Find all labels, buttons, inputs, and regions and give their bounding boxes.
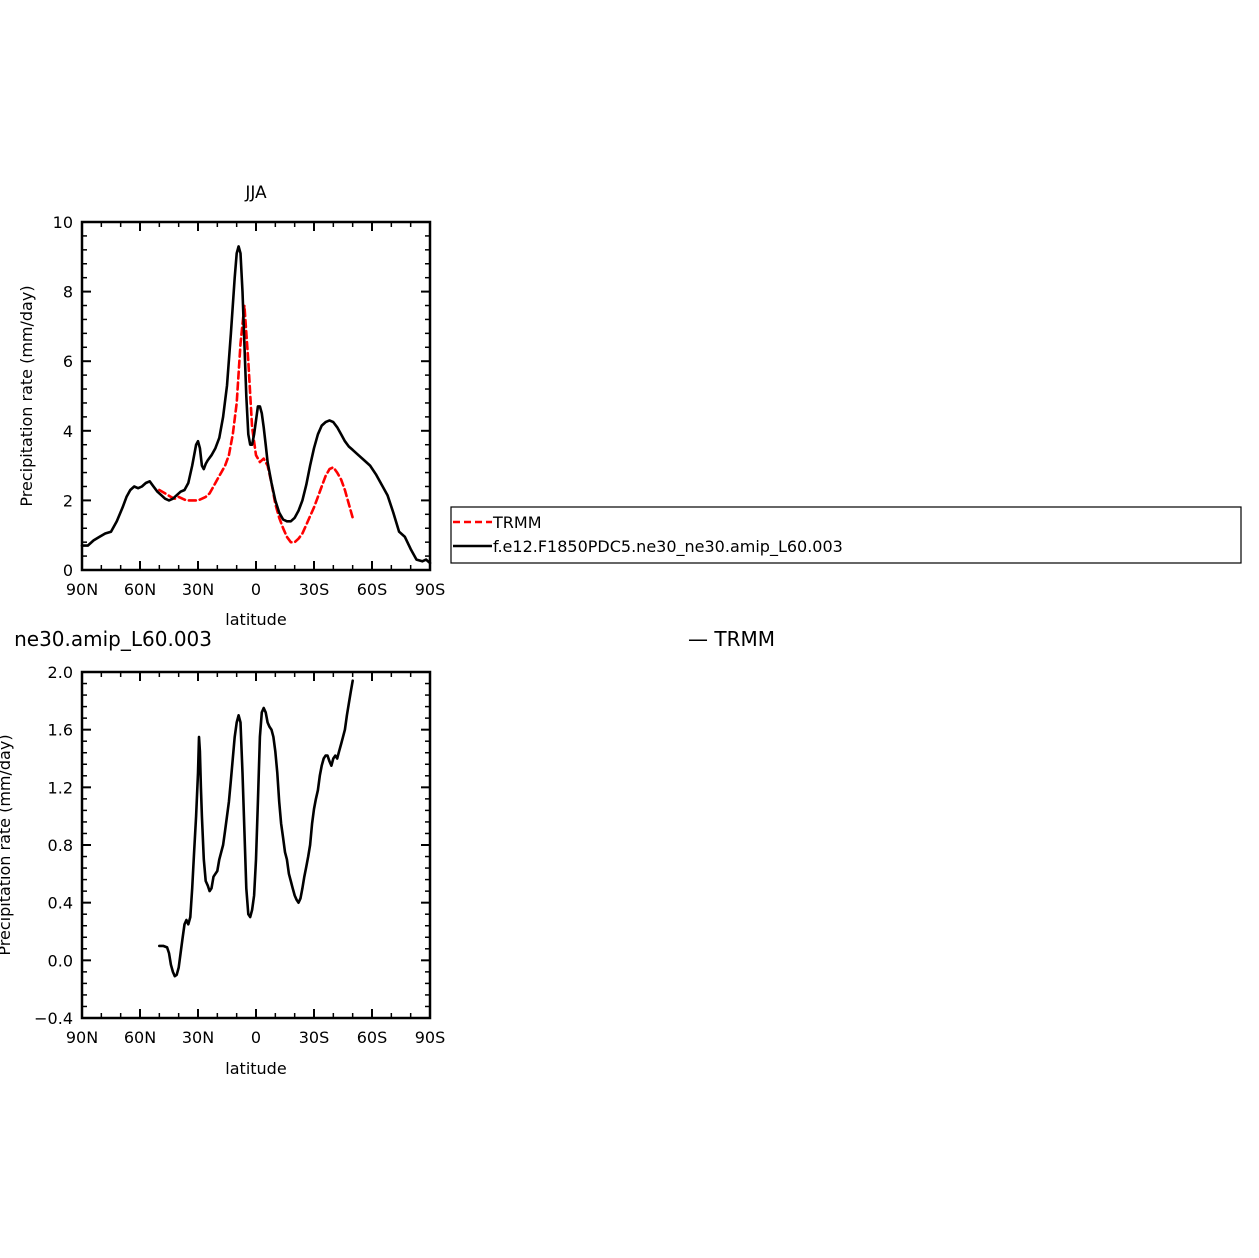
y-tick-label: 1.2 [48,778,73,797]
series-line-f-e12-f1850pdc5-ne30-ne30-amip-l60-003 [80,245,432,565]
chart-title: JJA [244,183,267,203]
x-tick-label: 60S [357,1028,388,1047]
y-tick-label: 10 [53,213,73,232]
x-axis-label: latitude [225,1059,286,1078]
plot-series [80,245,432,565]
y-tick-label: 0.4 [48,894,73,913]
legend-box [450,506,1242,564]
y-tick-label: 6 [63,352,73,371]
plot-frame [80,670,432,1020]
x-tick-label: 90N [66,1028,98,1047]
y-tick-label: 8 [63,283,73,302]
y-tick-label: 0.8 [48,836,73,855]
chart-panel-jja: JJA Precipitation rate (mm/day) latitude… [17,183,445,629]
legend-label-trmm: TRMM [492,513,542,532]
y-tick-label: 0.0 [48,951,73,970]
x-tick-label: 90S [415,580,446,599]
x-tick-label: 60N [124,1028,156,1047]
y-tick-label: 0 [63,561,73,580]
y-tick-label: 1.6 [48,721,73,740]
series-line-trmm [158,304,355,544]
chart-panel-difference: ne30.amip_L60.003 — TRMM Precipitation r… [0,627,775,1078]
plot-series [158,679,355,978]
y-tick-label: −0.4 [34,1009,73,1028]
y-tick-label: 2 [63,491,73,510]
x-tick-label: 90N [66,580,98,599]
y-tick-label: 2.0 [48,663,73,682]
x-axis-label: latitude [225,610,286,629]
chart-title-right: — TRMM [688,627,775,651]
y-tick-label: 4 [63,422,73,441]
x-tick-label: 30S [299,1028,330,1047]
y-axis-label: Precipitation rate (mm/day) [17,285,36,506]
plot-frame [80,220,432,572]
y-axis-label: Precipitation rate (mm/day) [0,734,14,955]
legend: TRMM f.e12.F1850PDC5.ne30_ne30.amip_L60.… [450,506,1242,564]
x-tick-label: 0 [251,1028,261,1047]
legend-label-model: f.e12.F1850PDC5.ne30_ne30.amip_L60.003 [493,537,843,557]
x-tick-label: 60S [357,580,388,599]
chart-title: ne30.amip_L60.003 [14,627,212,651]
series-line-p1-0 [158,679,355,978]
x-tick-label: 90S [415,1028,446,1047]
x-tick-label: 30N [182,580,214,599]
x-tick-label: 30N [182,1028,214,1047]
axis-ticks: 90N 60N 30N 0 30S 60S 90S 0 2 4 6 8 10 [53,213,446,599]
x-tick-label: 30S [299,580,330,599]
x-tick-label: 60N [124,580,156,599]
x-tick-label: 0 [251,580,261,599]
